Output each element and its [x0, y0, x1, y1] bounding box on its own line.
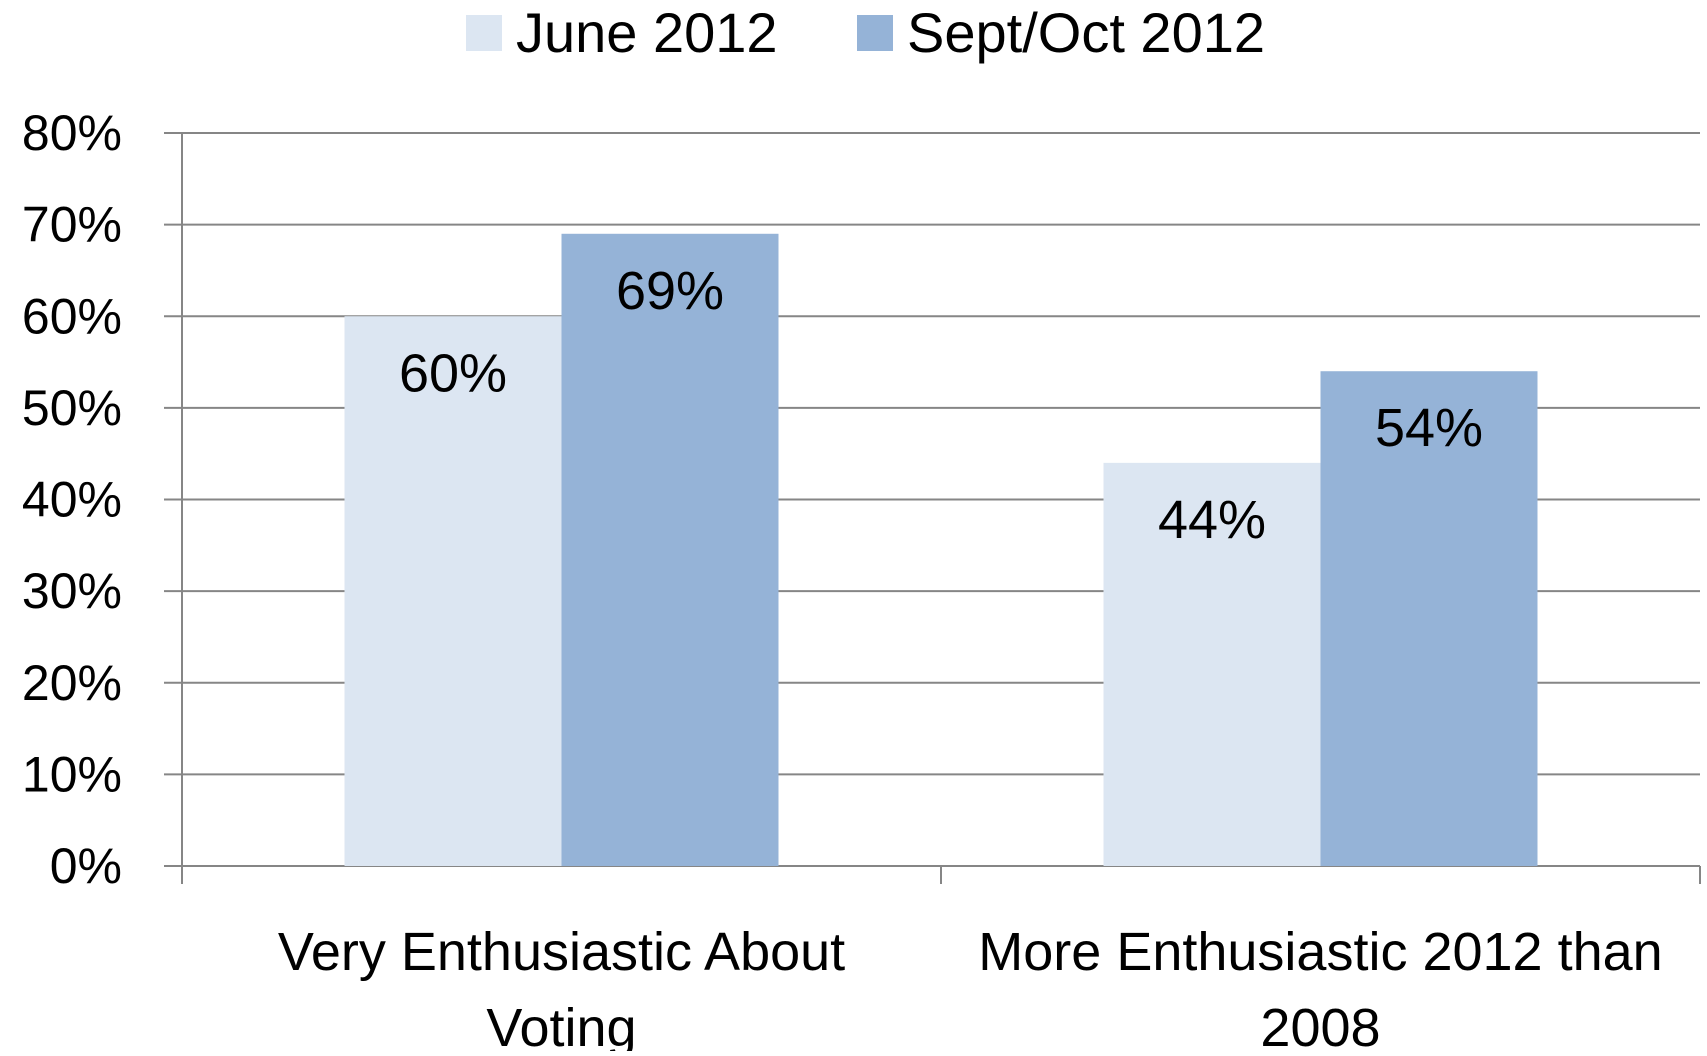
bars	[344, 233, 1538, 867]
y-tick-label: 60%	[22, 288, 122, 344]
y-tick-label: 70%	[22, 197, 122, 253]
legend-swatch	[857, 15, 893, 51]
legend-swatch	[466, 15, 502, 51]
category-label: Very Enthusiastic About Voting	[278, 922, 845, 1051]
legend-label: June 2012	[516, 1, 778, 64]
category-label: More Enthusiastic 2012 than 2008	[978, 922, 1662, 1051]
legend-label: Sept/Oct 2012	[907, 1, 1265, 64]
y-tick-label: 20%	[22, 655, 122, 711]
data-label: 69%	[616, 261, 724, 321]
legend: June 2012 Sept/Oct 2012	[466, 1, 1265, 64]
bar	[1320, 371, 1538, 866]
y-tick-label: 40%	[22, 472, 122, 528]
y-tick-label: 30%	[22, 563, 122, 619]
data-label: 60%	[399, 343, 507, 403]
x-axis-categories: Very Enthusiastic About Voting More Enthus…	[278, 922, 1663, 1056]
bar	[344, 316, 562, 866]
y-tick-label: 0%	[50, 838, 122, 894]
y-tick-label: 80%	[22, 105, 122, 161]
bar	[1103, 462, 1321, 866]
y-tick-label: 50%	[22, 380, 122, 436]
data-label: 44%	[1158, 490, 1266, 550]
y-tick-label: 10%	[22, 746, 122, 802]
bar	[561, 233, 779, 867]
data-labels: 60% 69% 44% 54%	[399, 261, 1483, 550]
data-label: 54%	[1375, 398, 1483, 458]
y-axis-ticks: 0% 10% 20% 30% 40% 50% 60% 70% 80%	[22, 105, 122, 894]
